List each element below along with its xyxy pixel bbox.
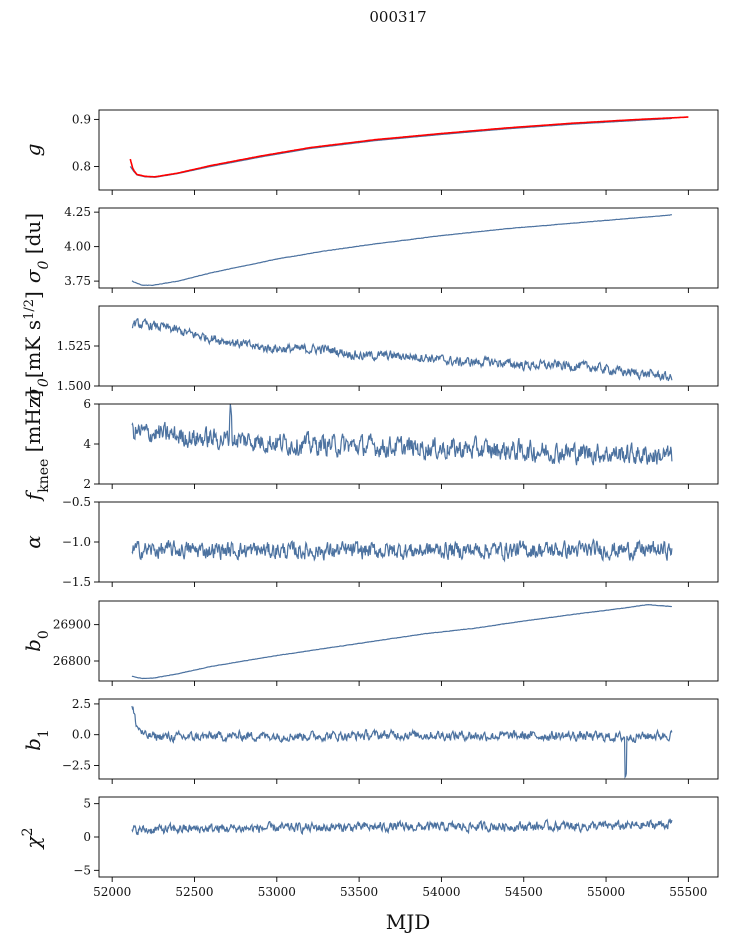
y-tick-label: 2.5: [72, 697, 91, 711]
y-tick-label: 4.25: [64, 205, 91, 219]
y-axis-label: σ0[mK s1/2]: [21, 291, 52, 401]
y-axis-label: fknee [mHz]: [21, 390, 52, 502]
y-tick-label: 2: [83, 477, 91, 491]
axes-frame: [98, 207, 719, 289]
series-line: [131, 404, 673, 466]
y-axis-label: b1: [21, 729, 52, 751]
axes-frame: [98, 600, 719, 682]
y-tick-label: 26800: [53, 654, 91, 668]
series-line: [131, 538, 673, 563]
y-tick-label: 5: [83, 797, 91, 811]
plot-area: [131, 538, 673, 563]
y-tick-label: −1.0: [62, 535, 91, 549]
y-tick-label: 0: [83, 830, 91, 844]
series-line: [131, 818, 673, 836]
y-tick-label: 0.0: [72, 728, 91, 742]
y-tick-label: −5: [73, 863, 91, 877]
x-axis-label: MJD: [386, 910, 431, 934]
series-line: [131, 214, 672, 287]
x-tick-label: 54000: [422, 885, 460, 899]
y-tick-label: −0.5: [62, 495, 91, 509]
y-tick-label: 4.00: [64, 240, 91, 254]
panel-7: −2.5 0.0 2.5 b1: [21, 697, 719, 784]
x-tick-label: 55000: [587, 885, 625, 899]
panel-4: 2 4 6 fknee [mHz]: [21, 390, 719, 502]
axes-frame: [98, 109, 719, 191]
series-line: [131, 705, 673, 779]
panel-2: 3.75 4.00 4.25 σ0 [du]: [21, 205, 719, 293]
x-tick-label: 55500: [669, 885, 707, 899]
x-tick-label: 53000: [258, 885, 296, 899]
y-tick-label: 1.500: [57, 379, 91, 393]
y-tick-label: 3.75: [64, 274, 91, 288]
axes-frame: [98, 796, 719, 878]
series-line: [129, 117, 672, 178]
x-tick-label: 52000: [93, 885, 131, 899]
series-line: [131, 604, 672, 680]
plot-area: [131, 818, 673, 836]
figure-title: 000317: [369, 8, 426, 26]
y-axis-label: b0: [21, 630, 52, 652]
panel-5: −1.5 −1.0 −0.5 α: [21, 495, 719, 589]
y-axis-label: g: [21, 144, 45, 157]
axes-frame: [98, 501, 719, 583]
y-tick-label: −2.5: [62, 758, 91, 772]
y-tick-label: 4: [83, 437, 91, 451]
x-tick-label: 54500: [505, 885, 543, 899]
plot-area: [131, 404, 673, 466]
panels: 0.8 0.9 g 3.75 4.00 4.25 σ0 [du] 1.500 1.525 σ0[m…: [20, 109, 719, 899]
y-tick-label: 0.9: [72, 112, 91, 126]
panel-3: 1.500 1.525 σ0[mK s1/2]: [21, 291, 719, 401]
y-tick-label: 26900: [53, 618, 91, 632]
axes-frame: [98, 305, 719, 387]
overlay-series-line: [129, 116, 689, 178]
plot-area: [131, 604, 672, 680]
axes-frame: [98, 698, 719, 780]
y-tick-label: 1.525: [57, 339, 91, 353]
y-axis-label: χ2: [20, 827, 45, 850]
plot-area: [131, 705, 673, 779]
y-tick-label: −1.5: [62, 575, 91, 589]
panel-1: 0.8 0.9 g: [21, 109, 719, 195]
panel-8: −5 0 5 52000 52500 53000 53500 54000 54500 55000 5…: [20, 796, 719, 899]
x-tick-label: 52500: [175, 885, 213, 899]
y-tick-label: 0.8: [72, 159, 91, 173]
plot-area: [131, 214, 672, 287]
plot-area: [131, 318, 673, 382]
x-tick-label: 53500: [340, 885, 378, 899]
series-line: [131, 318, 673, 382]
y-axis-label: α: [21, 535, 45, 549]
y-axis-label: σ0 [du]: [21, 213, 52, 283]
y-tick-label: 6: [83, 397, 91, 411]
plot-area: [129, 116, 689, 178]
